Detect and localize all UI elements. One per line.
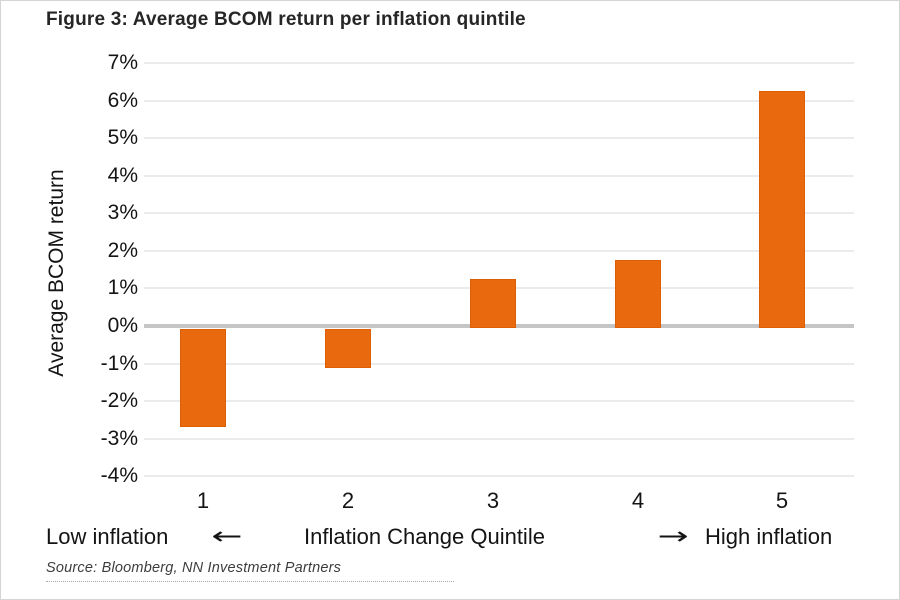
bar-quintile-5 bbox=[759, 91, 805, 328]
plot-area bbox=[144, 1, 854, 599]
x-tick-label: 5 bbox=[775, 488, 789, 513]
gridline bbox=[144, 62, 854, 65]
x-tick-label: 3 bbox=[486, 488, 500, 513]
y-tick-label: -3% bbox=[100, 426, 138, 450]
y-tick-label: 6% bbox=[107, 88, 138, 112]
y-tick-label: 4% bbox=[107, 163, 138, 187]
gridline bbox=[144, 174, 854, 177]
y-tick-label: -1% bbox=[100, 351, 138, 375]
bar-quintile-2 bbox=[325, 329, 371, 369]
y-tick-label: 5% bbox=[107, 126, 138, 150]
y-tick-label: -4% bbox=[100, 464, 138, 488]
y-tick-label: -2% bbox=[100, 389, 138, 413]
gridline bbox=[144, 137, 854, 140]
x-tick-label: 1 bbox=[196, 488, 210, 513]
bar-quintile-1 bbox=[180, 329, 226, 427]
right-arrow-icon: → bbox=[657, 522, 689, 550]
gridline bbox=[144, 249, 854, 252]
left-arrow-icon: ← bbox=[211, 522, 243, 550]
gridline bbox=[144, 99, 854, 102]
source-note: Source: Bloomberg, NN Investment Partner… bbox=[46, 560, 342, 576]
y-tick-label: 7% bbox=[107, 51, 138, 75]
y-tick-label: 1% bbox=[107, 276, 138, 300]
chart-title: Figure 3: Average BCOM return per inflat… bbox=[46, 9, 526, 30]
gridline bbox=[144, 212, 854, 215]
y-tick-label: 0% bbox=[107, 314, 138, 337]
bar-quintile-4 bbox=[615, 260, 661, 328]
gridline bbox=[144, 400, 854, 403]
x-tick-label: 4 bbox=[631, 488, 645, 513]
y-tick-label: 3% bbox=[107, 201, 138, 225]
bar-quintile-3 bbox=[470, 279, 516, 328]
gridline bbox=[144, 362, 854, 365]
low-inflation-label: Low inflation bbox=[46, 524, 169, 549]
source-divider bbox=[46, 581, 454, 582]
y-tick-label: 2% bbox=[107, 238, 138, 262]
high-inflation-label: High inflation bbox=[705, 524, 833, 549]
x-axis-label: Inflation Change Quintile bbox=[304, 524, 545, 549]
gridline bbox=[144, 475, 854, 478]
gridline bbox=[144, 437, 854, 440]
x-tick-label: 2 bbox=[341, 488, 355, 513]
